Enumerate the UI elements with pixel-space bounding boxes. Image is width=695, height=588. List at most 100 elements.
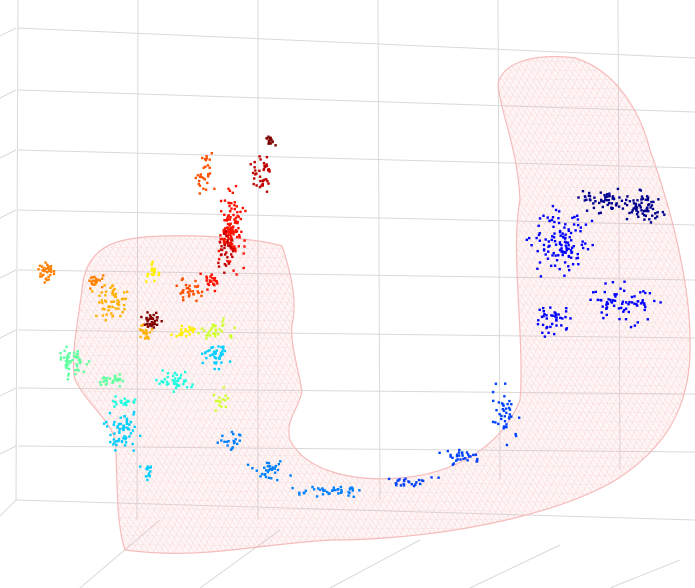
data-point [289, 474, 292, 477]
data-point [503, 395, 506, 398]
data-point [161, 380, 165, 384]
data-point [224, 405, 227, 409]
data-point [115, 443, 118, 447]
data-point [216, 333, 220, 336]
data-point [228, 189, 232, 192]
grid-floor-line [0, 499, 17, 517]
mesh-strand [73, 56, 266, 554]
data-point [189, 290, 192, 293]
data-point [117, 307, 120, 310]
data-point [229, 232, 232, 235]
data-point [643, 303, 646, 306]
data-point [47, 266, 50, 269]
grid-tick [0, 89, 17, 99]
data-point [260, 472, 264, 476]
data-point [120, 401, 123, 404]
data-point [602, 316, 605, 320]
data-point [594, 200, 597, 203]
data-point [316, 487, 320, 490]
data-point [622, 310, 625, 313]
mesh-strand [73, 56, 241, 554]
data-point [260, 184, 263, 187]
data-point [396, 479, 399, 482]
data-point [195, 299, 198, 302]
data-point [226, 235, 229, 238]
data-point [124, 437, 127, 441]
data-point [230, 202, 233, 205]
data-point [224, 229, 228, 233]
data-point [67, 360, 70, 363]
data-point [229, 216, 232, 219]
data-point [147, 466, 150, 469]
data-point [455, 455, 459, 458]
data-point [144, 475, 148, 478]
data-point [119, 377, 122, 381]
data-point [180, 290, 184, 293]
data-point [628, 300, 631, 304]
data-point [132, 413, 135, 416]
data-point [276, 468, 280, 472]
data-point [347, 494, 350, 497]
data-point [462, 457, 465, 460]
data-point [266, 465, 270, 468]
data-point [113, 287, 116, 291]
data-point [182, 383, 185, 386]
data-point [497, 401, 501, 404]
data-point [642, 302, 646, 305]
data-point [576, 223, 580, 227]
data-point [180, 328, 183, 331]
data-point [148, 314, 152, 317]
data-point [209, 354, 212, 357]
data-point [212, 282, 215, 286]
mesh-strand [0, 0, 15, 588]
data-point [148, 331, 152, 334]
mesh-strand [73, 56, 366, 554]
light-blue-trail [216, 430, 361, 498]
data-point [395, 482, 398, 485]
data-point [457, 454, 461, 457]
data-point [125, 403, 128, 407]
data-point [542, 306, 545, 310]
data-point [635, 213, 639, 216]
data-point [100, 291, 103, 294]
data-point [504, 407, 508, 410]
data-point [559, 316, 562, 320]
grid-tick [0, 269, 17, 279]
data-point [173, 377, 177, 380]
data-point [200, 327, 204, 330]
data-point [114, 374, 117, 378]
data-point [214, 335, 217, 338]
data-point [277, 462, 280, 466]
data-point [600, 200, 603, 203]
data-point [235, 235, 239, 239]
data-point [117, 303, 120, 306]
data-point [663, 213, 666, 216]
data-point [125, 420, 129, 423]
data-point [43, 269, 46, 273]
green-cluster [59, 345, 125, 388]
data-point [563, 250, 566, 254]
data-point [644, 291, 647, 295]
data-point [641, 197, 644, 200]
data-point [205, 279, 208, 282]
mesh-strand [0, 0, 8, 588]
data-point [113, 294, 116, 297]
data-point [579, 226, 582, 229]
data-point [634, 202, 638, 206]
mesh-outline [72, 55, 691, 554]
data-point [101, 285, 104, 289]
data-point [132, 410, 136, 414]
data-point [563, 240, 567, 243]
data-point [572, 245, 575, 248]
data-point [594, 290, 597, 294]
data-point [618, 196, 621, 199]
data-point [542, 310, 545, 313]
data-point [152, 326, 155, 329]
data-point [98, 294, 101, 297]
data-point [648, 292, 652, 295]
data-point [238, 234, 241, 237]
data-point [611, 207, 614, 210]
data-point [648, 218, 651, 221]
data-point [554, 243, 558, 246]
